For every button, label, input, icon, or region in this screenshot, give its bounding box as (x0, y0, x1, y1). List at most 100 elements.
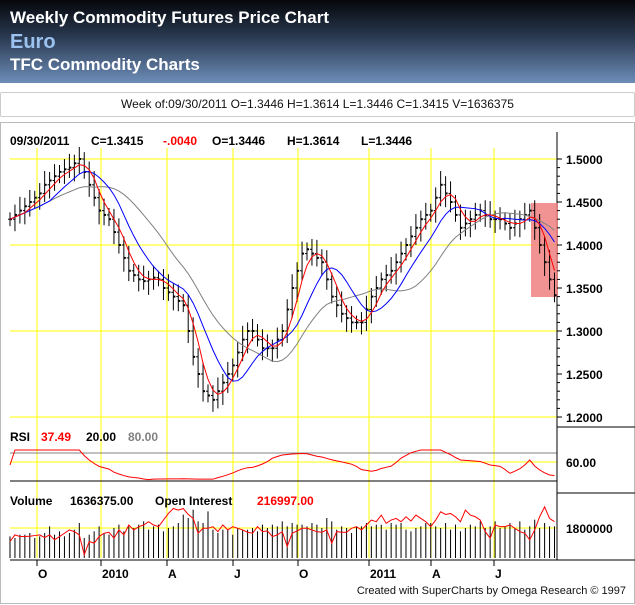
ohlc-bar (131, 263, 136, 282)
ohlc-bar (443, 176, 448, 208)
price-tick-label: 1.3500 (566, 282, 603, 296)
ohlc-bar (428, 203, 433, 222)
ohlc-bar (463, 209, 468, 237)
price-low: L=1.3446 (361, 134, 412, 148)
ohlc-bar (275, 327, 280, 359)
price-tick-label: 1.2000 (566, 411, 603, 425)
ohlc-bar (300, 241, 305, 282)
time-tick-label: J (234, 567, 241, 581)
ohlc-bar (136, 264, 141, 292)
ohlc-bar (507, 213, 512, 240)
slow-ma-line (9, 186, 555, 363)
ohlc-bar (394, 253, 399, 285)
ohlc-bar (141, 265, 146, 290)
ohlc-bar (57, 165, 62, 184)
ohlc-bar (384, 264, 389, 292)
commodity-name: Euro (10, 31, 56, 53)
ohlc-bar (309, 238, 314, 266)
price-tick-label: 1.4000 (566, 239, 603, 253)
ohlc-bar (240, 325, 245, 362)
ohlc-bar (438, 171, 443, 207)
ohlc-bar (433, 187, 438, 223)
ohlc-bar (215, 377, 220, 409)
ohlc-bar (265, 334, 270, 357)
oi-value: 216997.00 (257, 494, 314, 508)
ohlc-bar (220, 374, 225, 405)
ohlc-bar (339, 291, 344, 323)
ohlc-bar (161, 269, 166, 301)
ohlc-bar (171, 283, 176, 311)
ohlc-bar (181, 294, 186, 313)
ohlc-bar (349, 306, 354, 333)
ohlc-bar (334, 286, 339, 318)
footer-credit: Created with SuperCharts by Omega Resear… (357, 585, 626, 597)
ohlc-bar (418, 210, 423, 242)
ohlc-bar (389, 257, 394, 284)
ohlc-bar (97, 189, 102, 225)
ohlc-bar (295, 262, 300, 302)
ohlc-bar (344, 305, 349, 332)
ohlc-bar (77, 146, 82, 174)
rsi-value: 37.49 (41, 430, 71, 444)
mid-ma-line (9, 171, 555, 382)
header-banner: Weekly Commodity Futures Price Chart Eur… (0, 0, 635, 83)
ohlc-bar (364, 295, 369, 331)
price-close: C=1.3415 (91, 134, 144, 148)
rsi-tick-label: 60.00 (566, 456, 596, 470)
ohlc-bar (111, 208, 116, 245)
ohlc-bar (547, 250, 552, 290)
ohlc-bar (62, 159, 67, 184)
ohlc-bar (404, 238, 408, 261)
ohlc-bar (290, 274, 295, 319)
rsi-line (9, 449, 555, 481)
time-tick-label: J (495, 567, 502, 581)
volume-value: 1636375.00 (70, 494, 134, 508)
ohlc-bar (186, 294, 191, 344)
ohlc-bar (27, 189, 32, 217)
ohlc-bar (532, 200, 537, 240)
ohlc-bar (52, 164, 57, 191)
rsi-high: 80.00 (128, 430, 158, 444)
ohlc-bar (116, 218, 121, 254)
ohlc-bar (473, 202, 478, 230)
ohlc-bar (67, 153, 72, 178)
ohlc-bar (8, 212, 12, 227)
price-high: H=1.3614 (287, 134, 340, 148)
oi-label: Open Interest (155, 494, 232, 508)
rsi-low: 20.00 (86, 430, 116, 444)
ohlc-bar (32, 190, 37, 209)
ohlc-bar (47, 171, 52, 199)
ohlc-bar (354, 315, 359, 330)
time-tick-label: 2010 (102, 567, 129, 581)
ohlc-bar (87, 161, 92, 197)
ohlc-bar (102, 198, 107, 226)
ohlc-bar (552, 272, 557, 303)
time-tick-label: A (168, 567, 177, 581)
brand-name: TFC Commodity Charts (10, 55, 200, 74)
price-change: -.0040 (163, 134, 197, 148)
ohlc-bar (374, 275, 379, 307)
ohlc-bar (542, 236, 547, 276)
ohlc-bar (121, 236, 126, 272)
ohlc-bar (12, 204, 17, 232)
price-tick-label: 1.4500 (566, 196, 603, 210)
price-open: O=1.3446 (212, 134, 265, 148)
ohlc-bar (522, 202, 527, 230)
rsi-label: RSI (10, 430, 30, 444)
price-tick-label: 1.2500 (566, 368, 603, 382)
ohlc-bar (92, 171, 97, 207)
ohlc-bar (196, 348, 201, 388)
ohlc-bar (527, 203, 532, 222)
ohlc-bar (201, 361, 206, 402)
ohlc-bar (37, 183, 42, 210)
ohlc-bar (468, 210, 473, 238)
ohlc-bar (230, 358, 235, 381)
ohlc-bar (176, 284, 181, 312)
ohlc-bar (399, 241, 404, 273)
price-date: 09/30/2011 (10, 134, 70, 148)
ohlc-bar (369, 288, 374, 324)
ohlc-bar (359, 312, 364, 335)
open-interest-line (9, 505, 555, 557)
time-tick-label: O (299, 567, 308, 581)
